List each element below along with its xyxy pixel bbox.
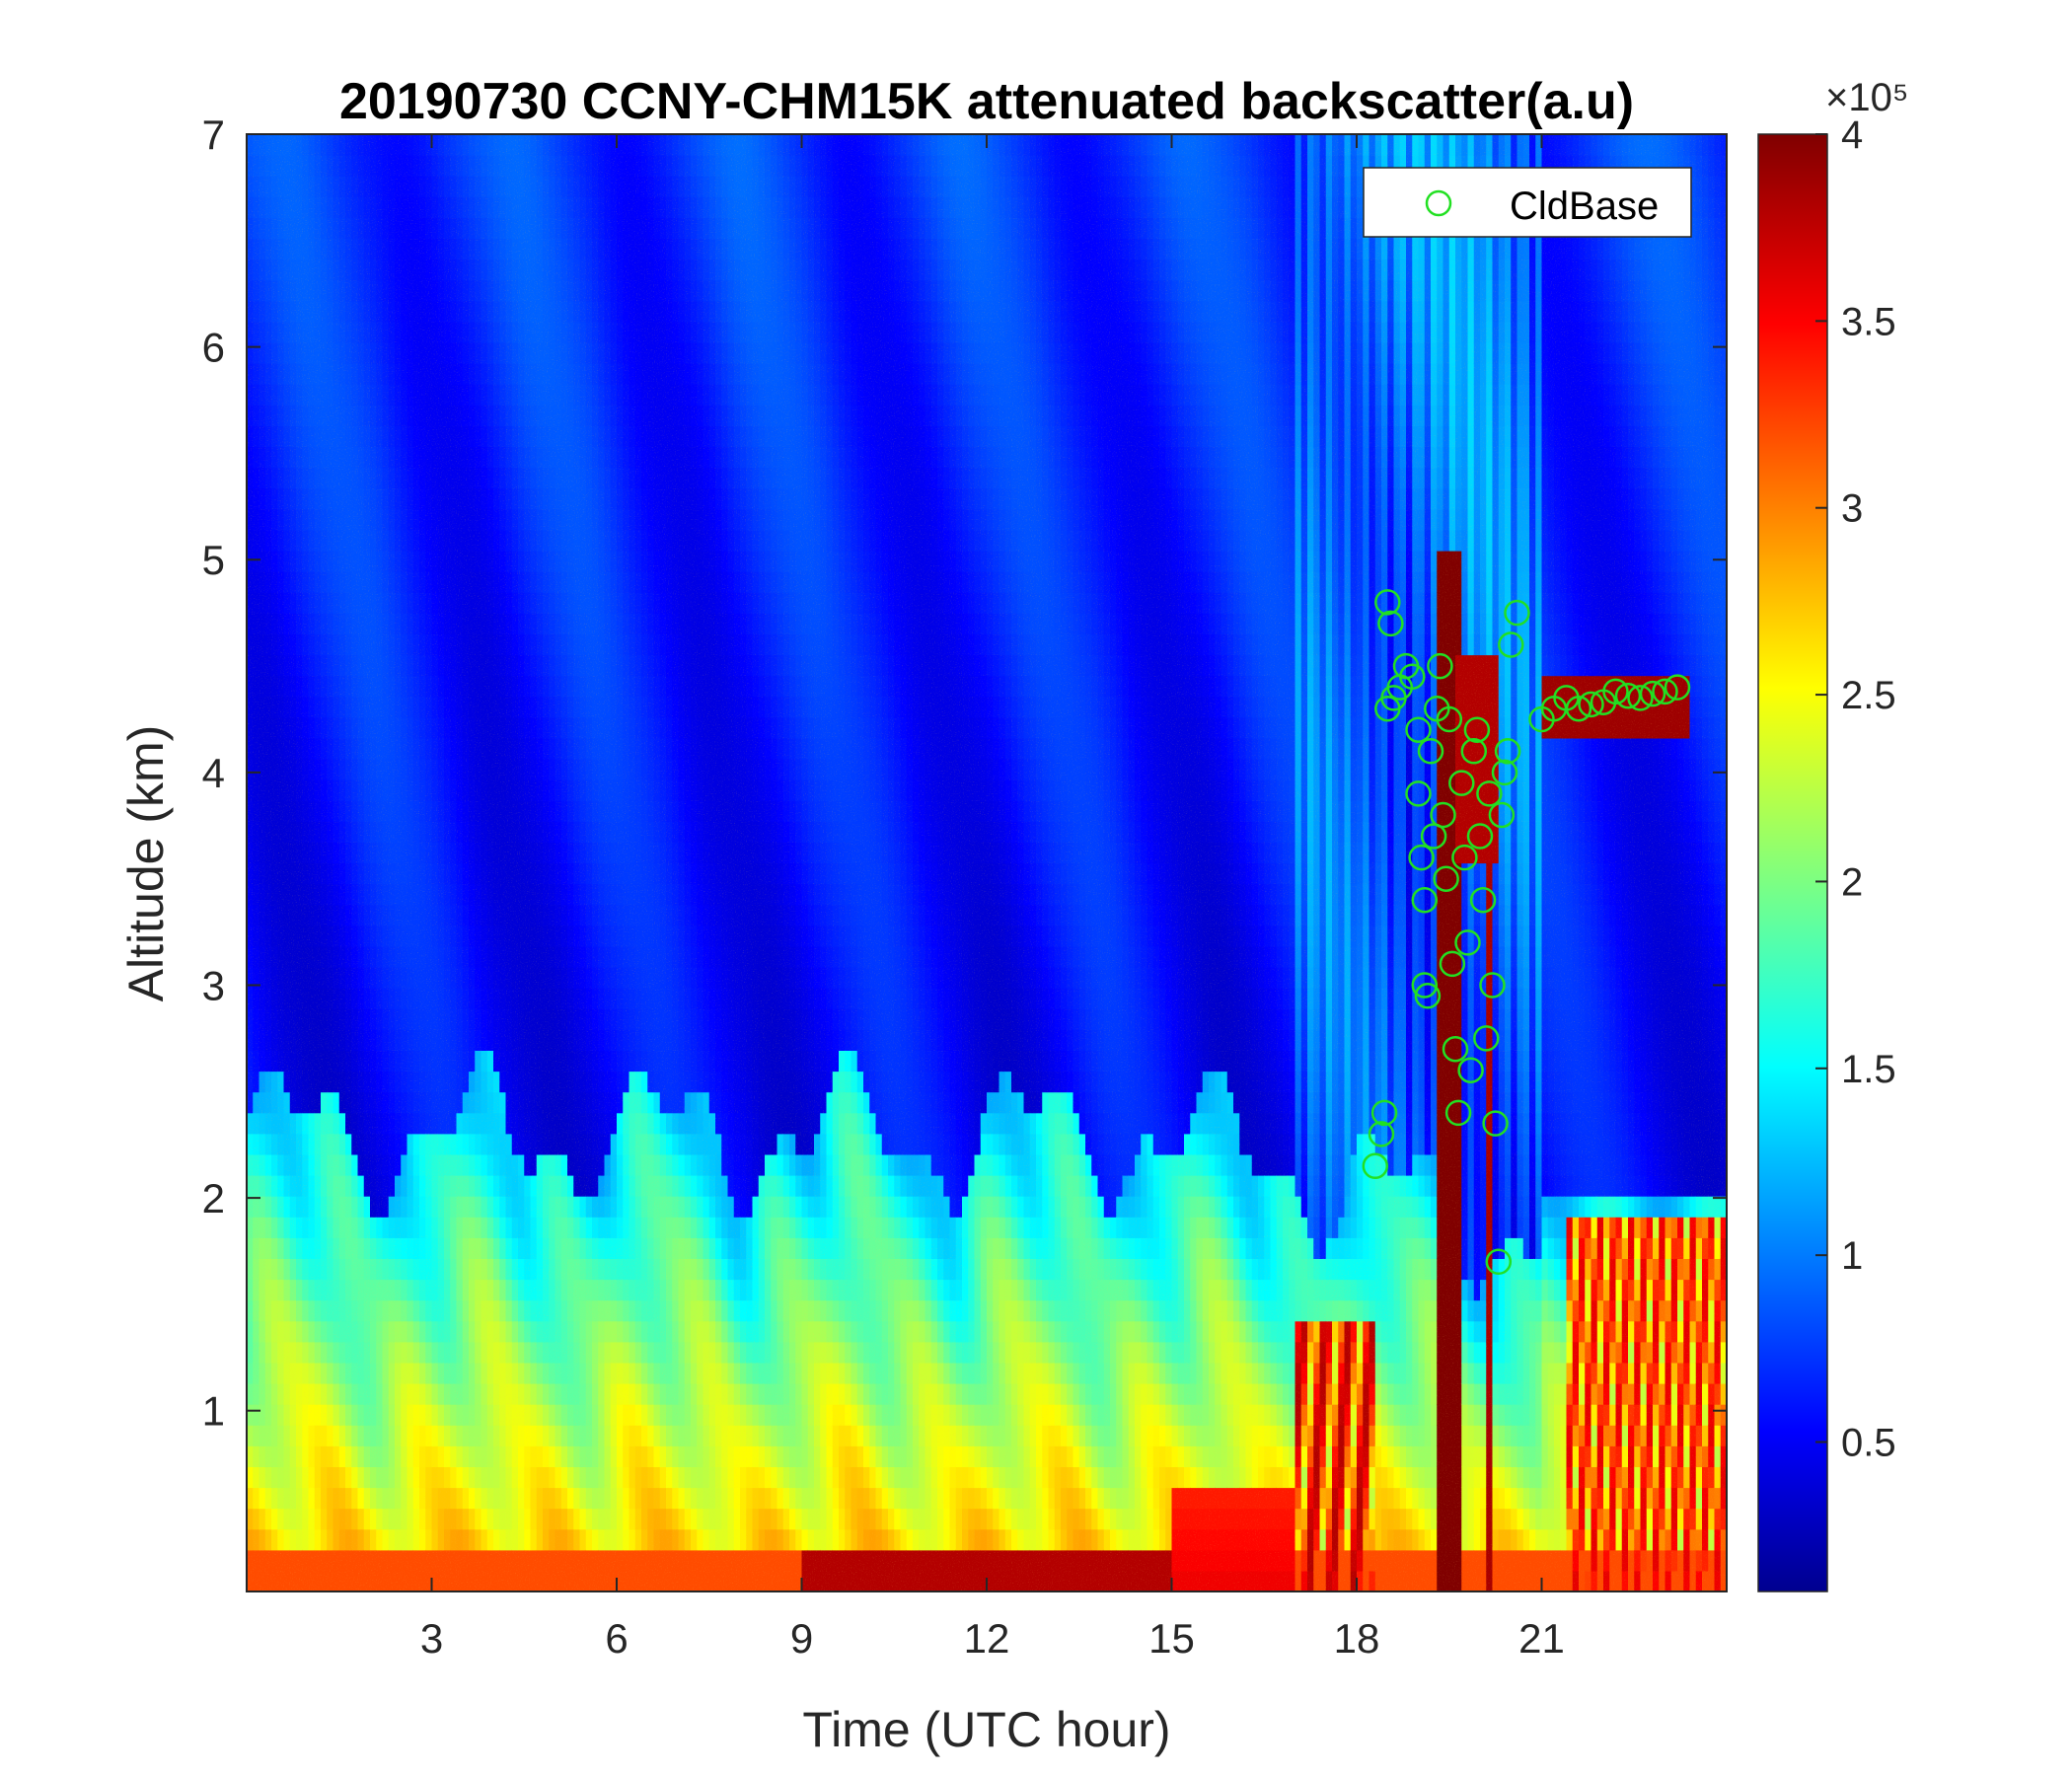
chart-title: 20190730 CCNY-CHM15K attenuated backscat… [339, 73, 1634, 130]
plot-area [247, 134, 1727, 1591]
